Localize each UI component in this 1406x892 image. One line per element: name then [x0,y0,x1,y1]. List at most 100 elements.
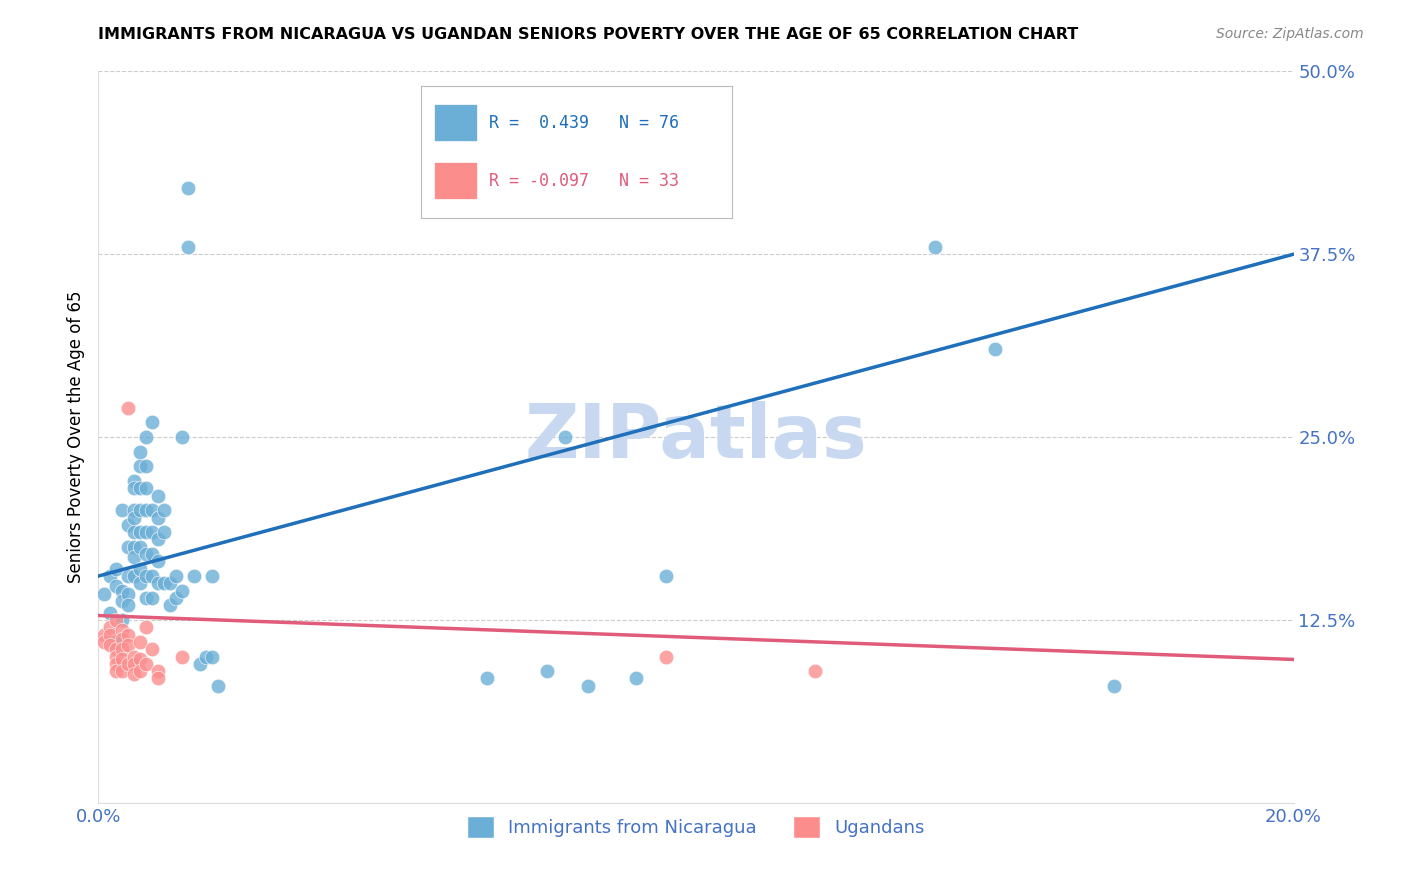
Point [148,672,170,686]
Point [135,481,157,495]
Point [129,525,152,540]
Point [554,430,576,444]
Point [135,620,157,634]
Point [124,549,146,564]
Point [165,591,187,605]
Point [105,635,128,649]
Point [129,481,152,495]
Point [117,569,139,583]
Point [536,664,558,678]
Point [135,591,157,605]
Point [655,649,678,664]
Point [129,576,152,591]
Point [141,525,163,540]
Point [177,181,200,195]
Text: Source: ZipAtlas.com: Source: ZipAtlas.com [1216,27,1364,41]
Point [105,642,128,657]
Point [93,627,115,641]
Point [135,547,157,561]
Point [111,583,134,598]
Point [626,672,648,686]
Point [105,613,128,627]
Point [141,591,163,605]
Point [148,510,170,524]
Point [105,664,128,678]
Point [141,569,163,583]
Point [129,664,152,678]
Text: ZIPatlas: ZIPatlas [524,401,868,474]
Point [111,503,134,517]
Point [129,540,152,554]
Point [117,586,139,600]
Point [98,638,122,652]
Point [153,503,176,517]
Point [129,503,152,517]
Point [98,627,122,641]
Point [111,623,134,637]
Point [1104,679,1126,693]
Point [124,510,146,524]
Point [135,459,157,474]
Point [135,569,157,583]
Point [475,672,498,686]
Point [141,642,163,657]
Point [117,627,139,641]
Point [129,459,152,474]
Point [117,657,139,671]
Point [93,586,115,600]
Point [148,533,170,547]
Y-axis label: Seniors Poverty Over the Age of 65: Seniors Poverty Over the Age of 65 [66,291,84,583]
Point [129,635,152,649]
Point [655,569,678,583]
Point [111,613,134,627]
Point [129,562,152,576]
Point [129,444,152,458]
Point [141,547,163,561]
Point [98,620,122,634]
Point [201,649,224,664]
Point [177,240,200,254]
Point [105,657,128,671]
Point [172,649,194,664]
Point [165,569,187,583]
Text: IMMIGRANTS FROM NICARAGUA VS UGANDAN SENIORS POVERTY OVER THE AGE OF 65 CORRELAT: IMMIGRANTS FROM NICARAGUA VS UGANDAN SEN… [98,27,1078,42]
Point [117,517,139,532]
Point [124,569,146,583]
Point [124,649,146,664]
Point [111,594,134,608]
Point [148,554,170,568]
Point [124,481,146,495]
Point [111,664,134,678]
Point [188,657,211,671]
Point [141,503,163,517]
Point [117,540,139,554]
Point [172,583,194,598]
Point [117,599,139,613]
Point [141,416,163,430]
Point [105,579,128,593]
Point [159,599,181,613]
Point [153,525,176,540]
Point [804,664,827,678]
Point [207,679,229,693]
Point [124,540,146,554]
Point [111,632,134,646]
Point [105,649,128,664]
Point [148,576,170,591]
Point [129,652,152,666]
Point [98,606,122,620]
Point [159,576,181,591]
Point [124,667,146,681]
Point [135,430,157,444]
Point [111,652,134,666]
Point [148,664,170,678]
Point [135,657,157,671]
Point [124,525,146,540]
Point [124,657,146,671]
Point [124,503,146,517]
Point [93,635,115,649]
Point [201,569,224,583]
Point [111,642,134,657]
Point [172,430,194,444]
Point [984,343,1007,357]
